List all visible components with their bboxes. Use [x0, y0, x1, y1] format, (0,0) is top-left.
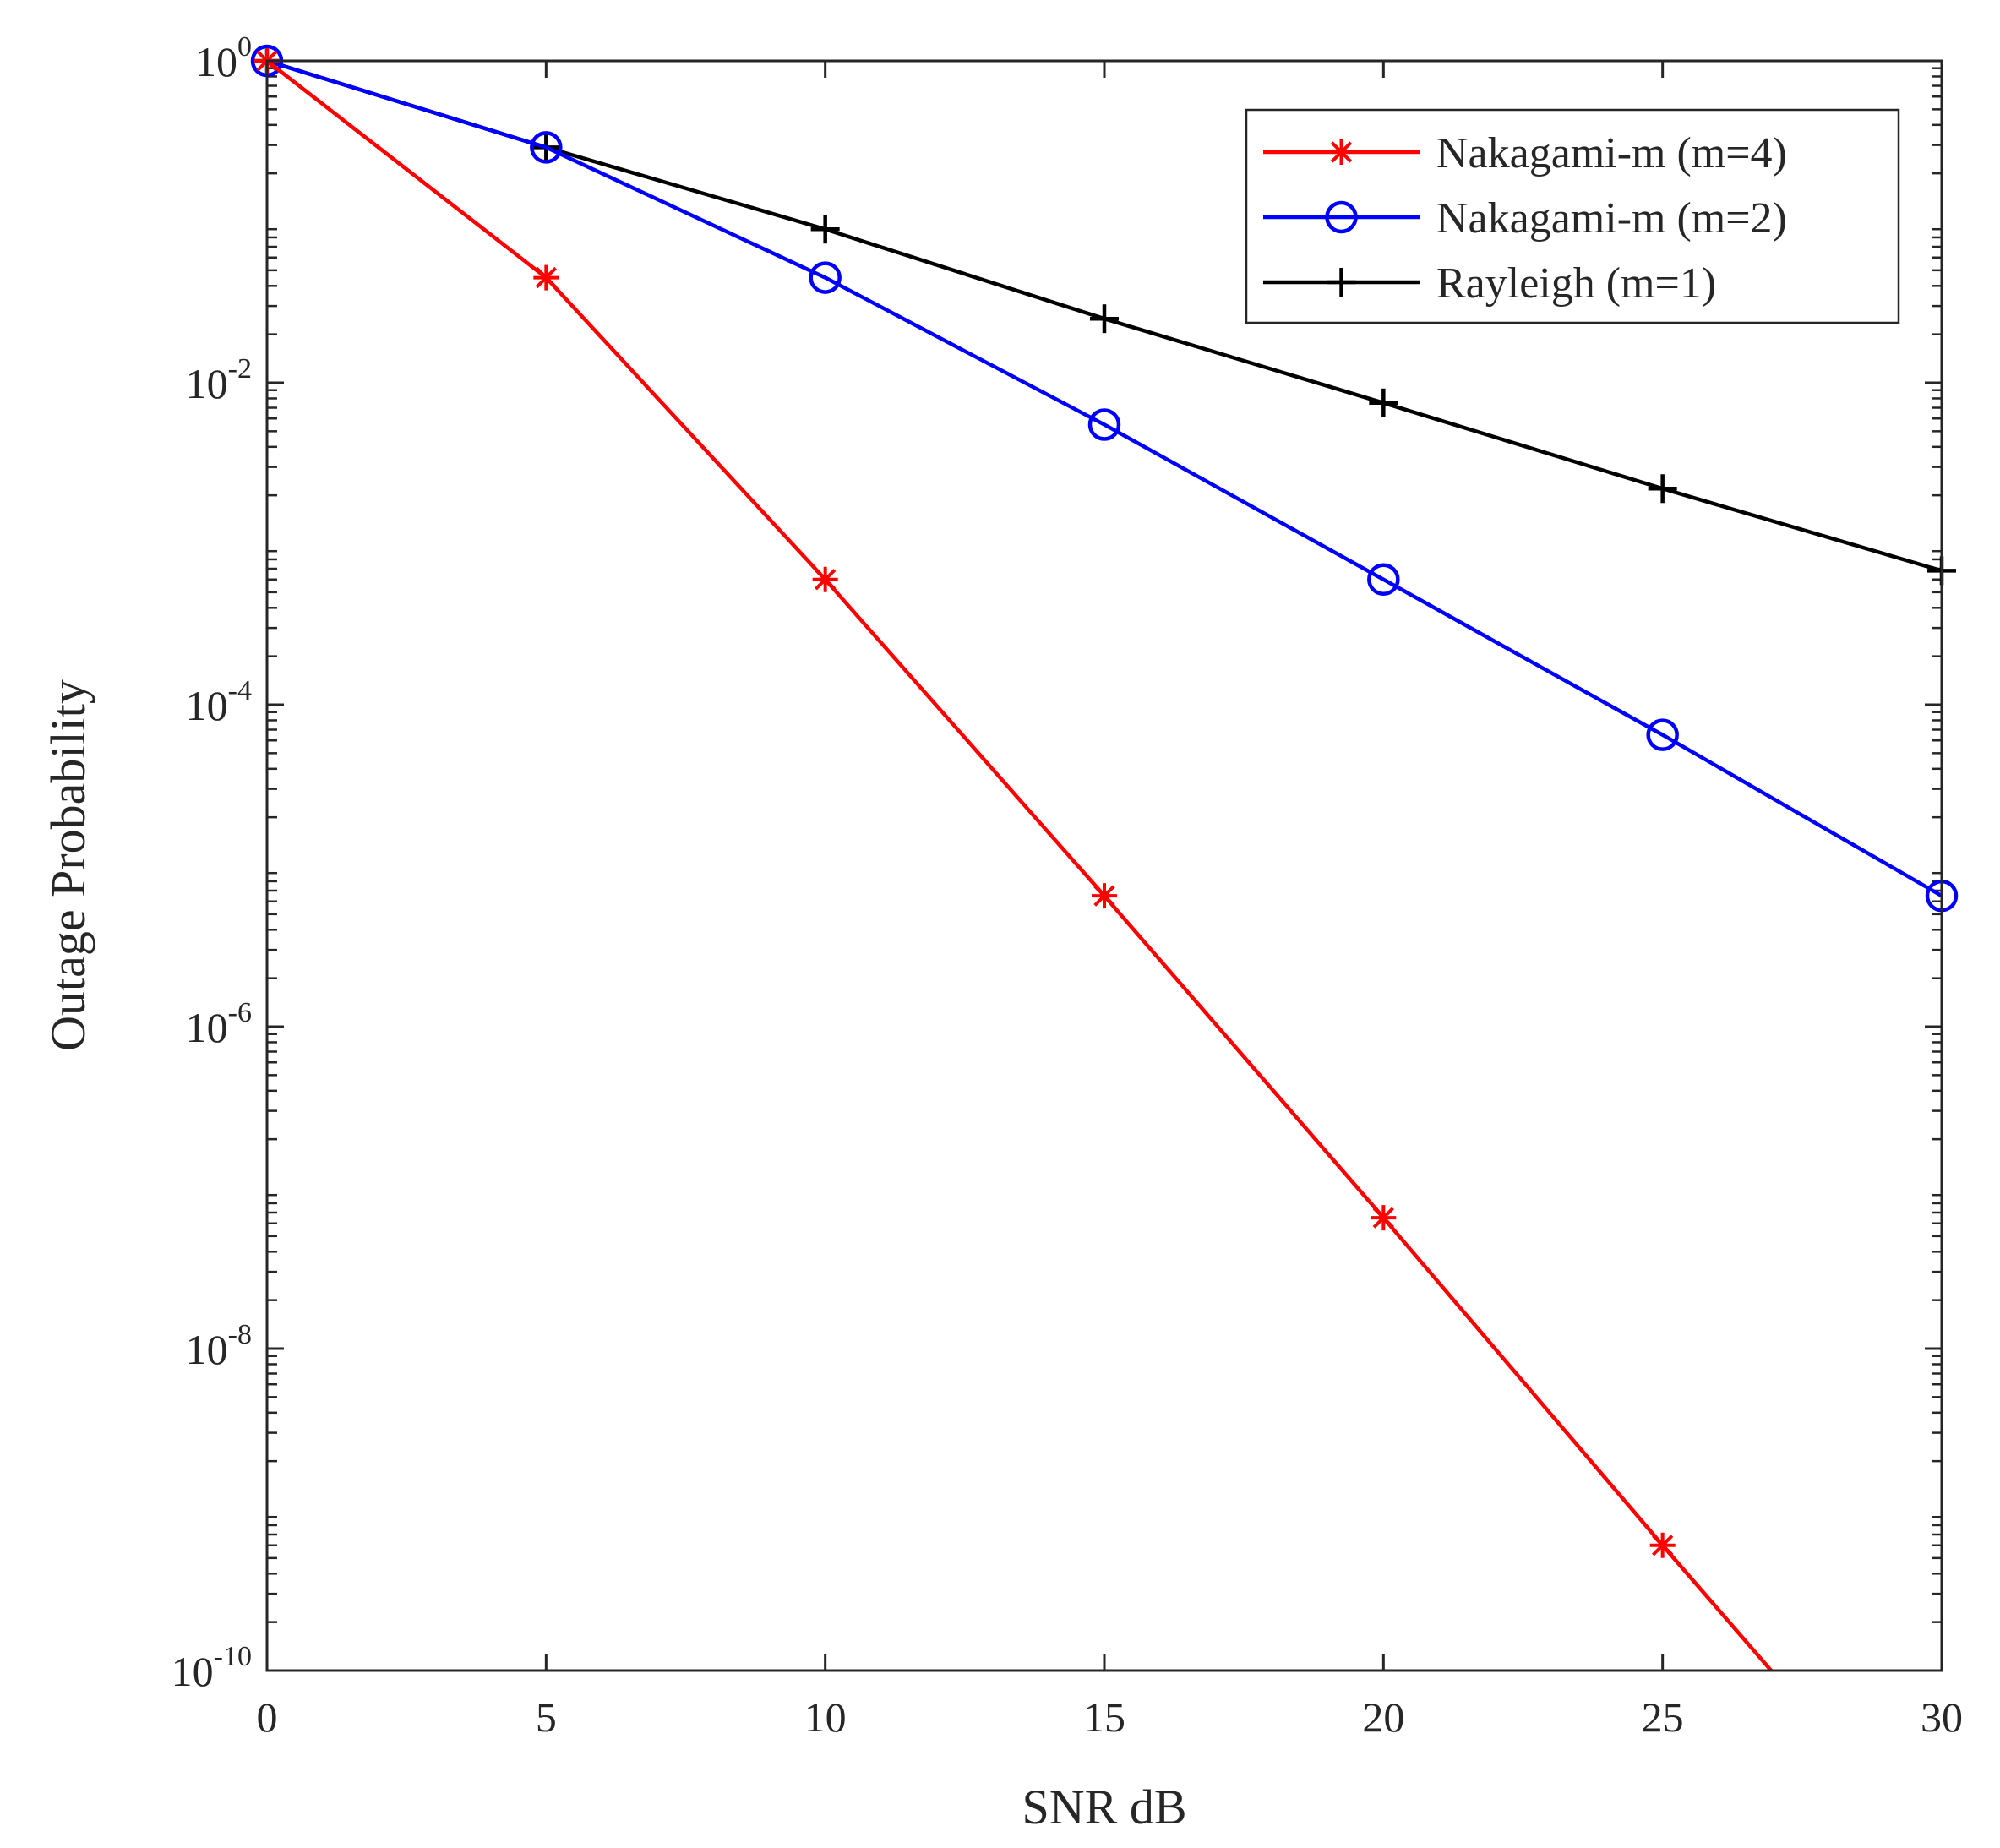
data-point	[1087, 408, 1121, 441]
y-tick-label: 100	[195, 31, 252, 85]
legend-marker	[1325, 200, 1358, 234]
series-layer	[250, 44, 1959, 1671]
data-point	[1371, 1205, 1397, 1231]
data-point	[1090, 304, 1119, 334]
x-tick-label: 20	[1362, 1693, 1404, 1741]
x-tick-label: 10	[804, 1693, 847, 1741]
plot-frame	[265, 59, 1943, 1672]
legend-label: Nakagami-m (m=4)	[1436, 129, 1787, 177]
data-point	[1649, 1532, 1676, 1558]
major-ticks	[265, 59, 1943, 1672]
data-point	[530, 131, 563, 164]
legend-marker	[1328, 139, 1354, 165]
series-nakagami-m-m-4	[254, 48, 1774, 1671]
y-tick-label: 10-4	[186, 675, 252, 729]
y-tick-label: 10-2	[186, 353, 252, 407]
x-tick-label: 25	[1642, 1693, 1684, 1741]
legend-item-nakagami-m-m-4: Nakagami-m (m=4)	[1263, 129, 1787, 177]
series-line	[267, 58, 1943, 898]
y-axis-label: Outage Probability	[41, 679, 95, 1051]
data-point	[810, 215, 840, 244]
data-point	[809, 261, 842, 294]
x-tick-label: 15	[1083, 1693, 1125, 1741]
legend-item-nakagami-m-m-2: Nakagami-m (m=2)	[1263, 194, 1787, 243]
legend-label: Rayleigh (m=1)	[1436, 259, 1716, 308]
y-tick-label: 10-10	[172, 1641, 252, 1695]
minor-ticks	[267, 67, 1942, 1623]
legend-item-rayleigh-m-1: Rayleigh (m=1)	[1263, 259, 1716, 308]
y-tick-labels: 100 10-2 10-4 10-6 10-8 10-10	[172, 31, 252, 1695]
data-point	[1369, 388, 1398, 417]
y-tick-label: 10-6	[186, 997, 252, 1051]
x-tick-label: 30	[1921, 1693, 1963, 1741]
y-tick-label: 10-8	[186, 1319, 252, 1373]
legend-label: Nakagami-m (m=2)	[1436, 194, 1787, 243]
x-axis-label: SNR dB	[1022, 1780, 1186, 1834]
x-tick-labels: 0 5 10 15 20 25 30	[257, 1693, 1964, 1741]
data-point	[533, 264, 559, 291]
legend-marker	[1327, 268, 1356, 297]
legend: Nakagami-m (m=4) Nakagami-m (m=2) Rayleigh…	[1245, 108, 1900, 324]
data-point	[1648, 474, 1677, 504]
x-tick-label: 0	[257, 1693, 278, 1741]
data-point	[812, 566, 838, 592]
data-point	[1092, 883, 1117, 909]
x-tick-label: 5	[536, 1693, 557, 1741]
data-point	[1646, 718, 1679, 751]
data-point	[1367, 563, 1400, 597]
